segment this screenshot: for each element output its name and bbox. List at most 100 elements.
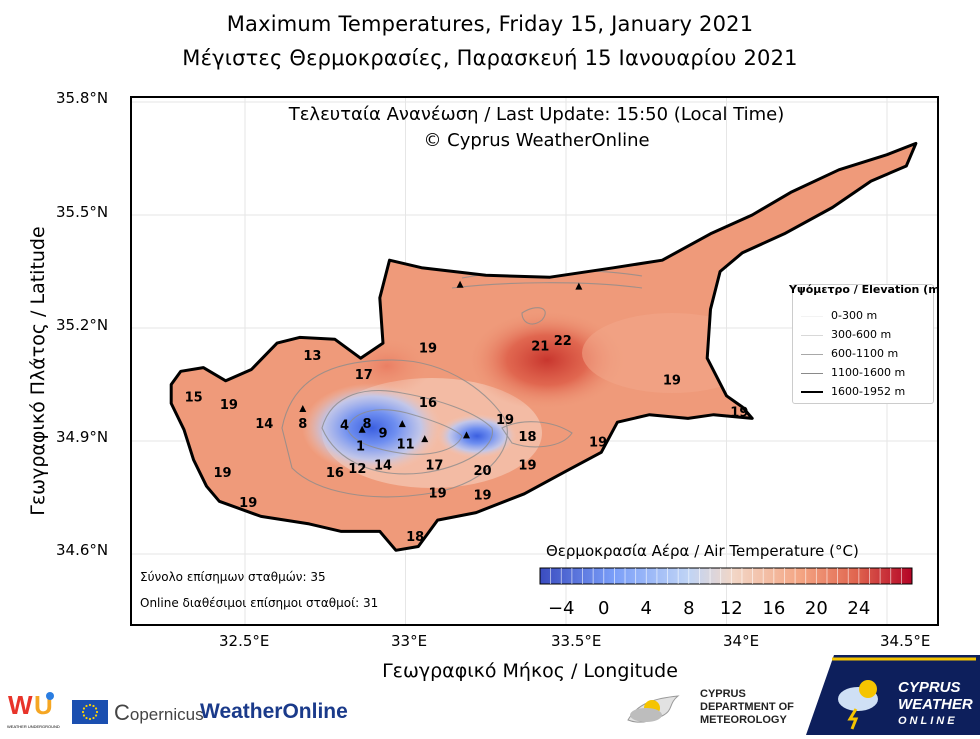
- eu-flag-icon: [72, 700, 108, 728]
- y-tick-34-9: 34.9°N: [56, 428, 109, 446]
- station-value: 19: [239, 496, 257, 511]
- peak-marker-icon: [398, 420, 406, 428]
- eu-star-icon: [94, 707, 98, 710]
- weather-underground-logo: W U WEATHER UNDERGROUND: [6, 688, 68, 736]
- legend-row-0-300: 0-300 m: [801, 309, 877, 322]
- cyprus-dept-meteorology-text: CYPRUS DEPARTMENT OF METEOROLOGY: [700, 688, 794, 726]
- station-value: 9: [379, 426, 388, 441]
- station-value: 19: [730, 406, 748, 421]
- total-stations-text: Σύνολο επίσημων σταθμών: 35: [140, 570, 326, 584]
- colorbar-tick: 8: [683, 598, 695, 619]
- legend-row-600-1100: 600-1100 m: [801, 347, 898, 360]
- map-panel: 13 15 19 14 8 4 8 9 1 11 17 16 19 21 22 19 19 19 18 19 19 20 1…: [130, 96, 939, 626]
- title-english: Maximum Temperatures, Friday 15, January…: [226, 12, 754, 36]
- eu-star-icon: [92, 704, 95, 708]
- peak-marker-icon: [299, 405, 307, 413]
- x-tick-32-5: 32.5°E: [219, 632, 270, 650]
- colorbar-tick: 24: [847, 598, 871, 619]
- cw-line-3: ONLINE: [898, 715, 958, 727]
- peak-markers: [299, 280, 583, 443]
- eu-star-icon: [82, 714, 86, 717]
- station-value: 4: [340, 419, 349, 434]
- x-tick-33: 33°E: [391, 632, 428, 650]
- svg-text:WEATHER UNDERGROUND: WEATHER UNDERGROUND: [7, 724, 60, 729]
- cyprus-dept-meteorology-logo: [618, 688, 698, 736]
- elevation-legend-title: Υψόμετρο / Elevation (m): [789, 283, 939, 296]
- station-value: 19: [429, 487, 447, 502]
- station-value: 19: [220, 398, 238, 413]
- cw-line-2: WEATHER: [898, 696, 973, 713]
- y-tick-35-8: 35.8°N: [56, 89, 109, 107]
- peak-marker-icon: [358, 425, 366, 433]
- colorbar-tick: 12: [719, 598, 743, 619]
- station-value: 19: [419, 342, 437, 357]
- station-value: 14: [374, 458, 392, 473]
- station-value: 17: [355, 368, 373, 383]
- station-value: 22: [554, 334, 572, 349]
- online-stations-text: Online διαθέσιμοι επίσημοι σταθμοί: 31: [140, 596, 379, 610]
- x-tick-34-5: 34.5°E: [880, 632, 931, 650]
- station-value: 19: [663, 374, 681, 389]
- x-tick-34: 34°E: [723, 632, 760, 650]
- station-value: 16: [326, 466, 344, 481]
- coastline: [169, 141, 918, 552]
- station-value: 1: [356, 439, 365, 454]
- legend-row-1100-1600: 1100-1600 m: [801, 366, 905, 379]
- last-update-text: Τελευταία Ανανέωση / Last Update: 15:50 …: [288, 104, 785, 125]
- legend-row-1600-1952: 1600-1952 m: [801, 385, 905, 398]
- colorbar-tick: 16: [762, 598, 786, 619]
- station-value: 19: [473, 488, 491, 503]
- colorbar-tick: 4: [640, 598, 652, 619]
- eu-star-icon: [95, 710, 99, 714]
- elevation-legend: Υψόμετρο / Elevation (m) 0-300 m 300-600…: [789, 283, 937, 404]
- eu-star-icon: [82, 707, 86, 710]
- eu-star-icon: [85, 704, 88, 708]
- cyprus-weather-online-logo: CYPRUS WEATHER ONLINE: [806, 655, 980, 735]
- station-value: 11: [396, 438, 414, 453]
- station-value: 19: [496, 413, 514, 428]
- y-axis-title: Γεωγραφικό Πλάτος / Latitude: [27, 226, 49, 516]
- eu-star-icon: [88, 703, 92, 707]
- eu-star-icon: [88, 717, 92, 721]
- station-value: 16: [419, 396, 437, 411]
- cw-line-1: CYPRUS: [898, 679, 961, 696]
- peak-marker-icon: [575, 282, 583, 290]
- y-tick-34-6: 34.6°N: [56, 541, 109, 559]
- station-value: 18: [518, 430, 536, 445]
- colorbar-title: Θερμοκρασία Αέρα / Air Temperature (°C): [546, 542, 859, 560]
- station-value: 8: [298, 417, 307, 432]
- title-greek: Μέγιστες Θερμοκρασίες, Παρασκευή 15 Ιανο…: [182, 46, 798, 70]
- station-value: 8: [362, 417, 371, 432]
- station-value: 13: [303, 349, 321, 364]
- copernicus-logo: Copernicus: [114, 700, 204, 725]
- station-value: 19: [589, 436, 607, 451]
- peak-marker-icon: [462, 431, 470, 439]
- y-tick-35-2: 35.2°N: [56, 316, 109, 334]
- station-value: 14: [255, 417, 273, 432]
- station-value: 19: [518, 458, 536, 473]
- peak-marker-icon: [456, 280, 464, 288]
- station-value: 12: [348, 462, 366, 477]
- legend-row-300-600: 300-600 m: [801, 328, 891, 341]
- station-value: 17: [425, 458, 443, 473]
- colorbar-tick: 20: [804, 598, 828, 619]
- x-tick-33-5: 33.5°E: [551, 632, 602, 650]
- colorbar-tick: 0: [598, 598, 610, 619]
- station-value: 19: [213, 466, 231, 481]
- weatheronline-logo: WeatherOnline: [200, 700, 348, 723]
- station-value: 20: [473, 464, 491, 479]
- station-value: 21: [531, 340, 549, 355]
- eu-star-icon: [85, 716, 88, 720]
- colorbar-tick: −4: [547, 598, 575, 619]
- eu-star-icon: [81, 710, 85, 714]
- colorbar: [539, 567, 913, 585]
- eu-star-icon: [94, 714, 98, 717]
- eu-star-icon: [92, 716, 95, 720]
- x-axis-title: Γεωγραφικό Μήκος / Longitude: [382, 660, 678, 682]
- station-value: 18: [406, 530, 424, 545]
- peak-marker-icon: [421, 435, 429, 443]
- y-tick-35-5: 35.5°N: [56, 203, 109, 221]
- copyright-text: © Cyprus WeatherOnline: [423, 130, 650, 151]
